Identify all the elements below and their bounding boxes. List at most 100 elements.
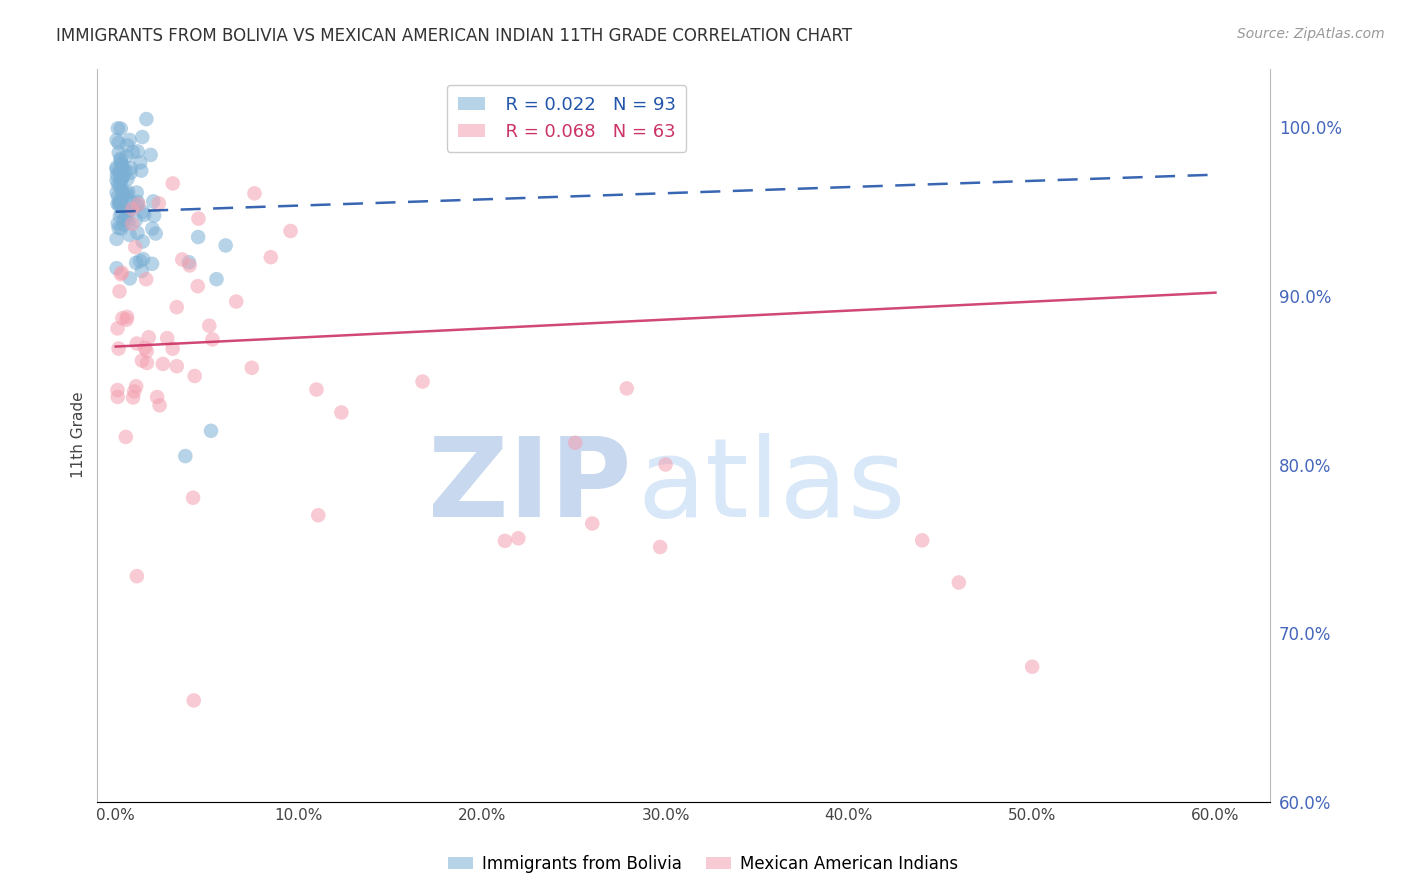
Point bbox=[110, 194, 132, 208]
Point bbox=[162, 177, 184, 191]
Point bbox=[201, 332, 224, 346]
Point bbox=[616, 381, 638, 395]
Point bbox=[107, 196, 129, 211]
Point bbox=[107, 178, 129, 192]
Point bbox=[117, 215, 139, 229]
Point bbox=[108, 178, 131, 193]
Point bbox=[111, 191, 134, 205]
Point bbox=[135, 272, 157, 286]
Point bbox=[114, 190, 136, 204]
Point bbox=[166, 300, 188, 314]
Point bbox=[581, 516, 603, 531]
Point bbox=[142, 194, 165, 209]
Point bbox=[121, 217, 143, 231]
Point bbox=[114, 164, 136, 178]
Point bbox=[118, 227, 141, 242]
Point bbox=[108, 196, 131, 211]
Point bbox=[138, 330, 160, 344]
Point bbox=[110, 152, 132, 166]
Point bbox=[125, 379, 148, 393]
Point bbox=[115, 186, 138, 201]
Point bbox=[110, 156, 132, 170]
Point bbox=[110, 153, 132, 168]
Point bbox=[139, 148, 162, 162]
Point bbox=[205, 272, 228, 286]
Point bbox=[120, 161, 142, 175]
Point bbox=[179, 259, 201, 273]
Point bbox=[172, 252, 194, 267]
Point bbox=[117, 138, 139, 153]
Point bbox=[110, 121, 132, 136]
Point bbox=[911, 533, 934, 548]
Legend: Immigrants from Bolivia, Mexican American Indians: Immigrants from Bolivia, Mexican America… bbox=[441, 848, 965, 880]
Point bbox=[107, 136, 129, 150]
Point bbox=[107, 121, 129, 136]
Point bbox=[305, 383, 328, 397]
Text: Source: ZipAtlas.com: Source: ZipAtlas.com bbox=[1237, 27, 1385, 41]
Point bbox=[111, 168, 134, 182]
Point bbox=[177, 255, 200, 269]
Point bbox=[122, 145, 145, 160]
Point bbox=[145, 227, 167, 241]
Point bbox=[111, 170, 134, 185]
Point bbox=[135, 112, 157, 126]
Point bbox=[125, 336, 148, 351]
Legend:   R = 0.022   N = 93,   R = 0.068   N = 63: R = 0.022 N = 93, R = 0.068 N = 63 bbox=[447, 85, 686, 152]
Point bbox=[125, 186, 148, 200]
Point bbox=[131, 353, 153, 368]
Point bbox=[183, 369, 205, 384]
Point bbox=[129, 163, 152, 178]
Point bbox=[111, 158, 134, 172]
Point bbox=[132, 252, 155, 266]
Point bbox=[134, 341, 156, 355]
Point bbox=[117, 185, 139, 199]
Point bbox=[156, 331, 179, 345]
Point bbox=[124, 240, 146, 254]
Point bbox=[948, 575, 970, 590]
Point bbox=[111, 186, 134, 200]
Point bbox=[494, 533, 516, 548]
Point bbox=[240, 360, 263, 375]
Point bbox=[110, 173, 132, 187]
Point bbox=[110, 206, 132, 220]
Point bbox=[200, 424, 222, 438]
Point bbox=[260, 250, 283, 264]
Point bbox=[112, 213, 135, 227]
Point bbox=[129, 254, 152, 268]
Point bbox=[187, 230, 209, 244]
Point bbox=[121, 202, 143, 216]
Point bbox=[111, 183, 134, 197]
Point bbox=[181, 491, 204, 505]
Point bbox=[146, 390, 169, 404]
Point bbox=[107, 221, 129, 235]
Point bbox=[141, 221, 163, 235]
Point bbox=[118, 203, 141, 218]
Point bbox=[162, 342, 184, 356]
Point bbox=[564, 435, 586, 450]
Point bbox=[112, 187, 135, 202]
Point bbox=[108, 198, 131, 212]
Point bbox=[131, 235, 153, 249]
Point bbox=[108, 195, 131, 210]
Point bbox=[115, 312, 138, 326]
Point bbox=[118, 133, 141, 147]
Point bbox=[121, 195, 143, 210]
Text: atlas: atlas bbox=[637, 433, 905, 540]
Point bbox=[243, 186, 266, 201]
Point bbox=[111, 266, 134, 280]
Point bbox=[131, 264, 153, 278]
Point bbox=[166, 359, 188, 374]
Point bbox=[105, 168, 128, 182]
Point bbox=[107, 216, 129, 230]
Point bbox=[110, 267, 132, 281]
Point bbox=[136, 356, 159, 370]
Point bbox=[105, 186, 128, 200]
Text: ZIP: ZIP bbox=[427, 433, 631, 540]
Point bbox=[149, 398, 172, 412]
Point bbox=[127, 198, 149, 212]
Point bbox=[143, 209, 166, 223]
Point bbox=[110, 169, 132, 183]
Point bbox=[115, 149, 138, 163]
Y-axis label: 11th Grade: 11th Grade bbox=[72, 392, 86, 478]
Point bbox=[127, 194, 149, 209]
